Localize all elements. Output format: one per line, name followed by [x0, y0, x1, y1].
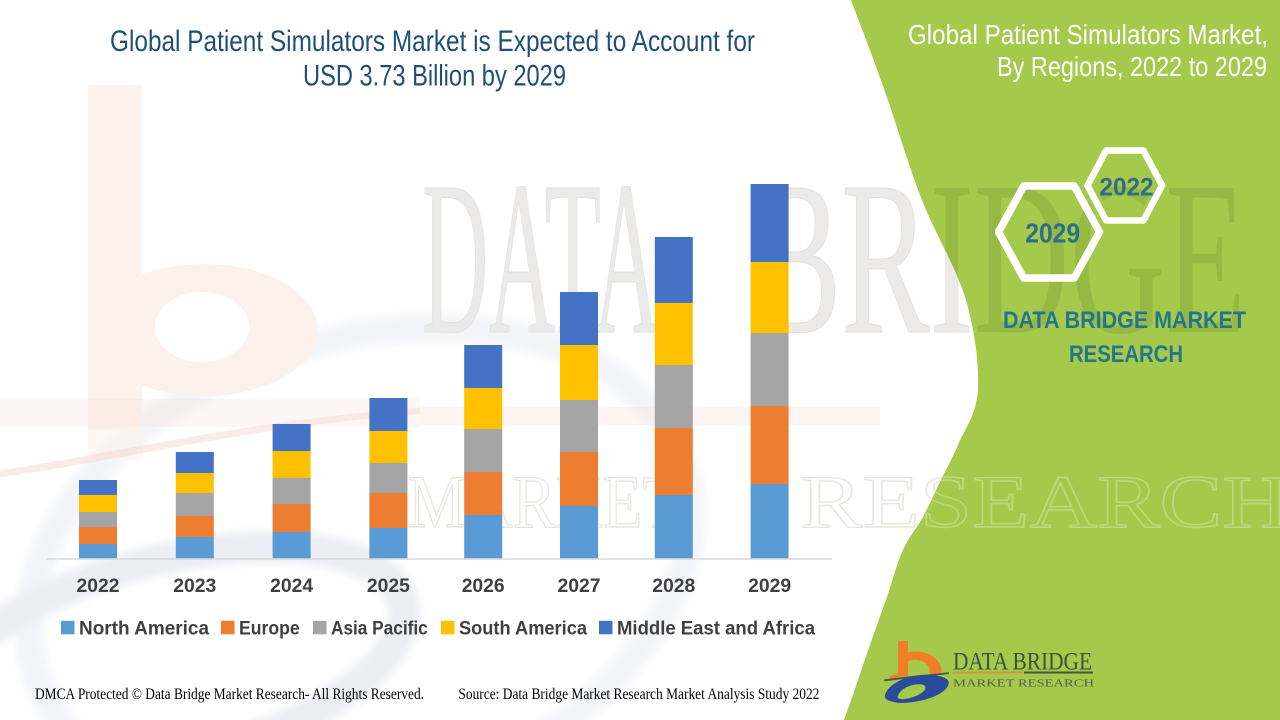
svg-text:DATA BRIDGE MARKET: DATA BRIDGE MARKET — [1003, 307, 1246, 334]
svg-text:North America: North America — [79, 619, 209, 640]
svg-text:DATA BRIDGE: DATA BRIDGE — [953, 649, 1092, 676]
svg-text:2023: 2023 — [173, 575, 216, 597]
svg-text:2027: 2027 — [558, 575, 601, 597]
svg-text:DMCA Protected © Data Bridge M: DMCA Protected © Data Bridge Market Rese… — [35, 686, 424, 703]
svg-text:2025: 2025 — [367, 575, 410, 597]
svg-text:2024: 2024 — [270, 575, 313, 597]
svg-text:Middle East and Africa: Middle East and Africa — [617, 619, 815, 640]
svg-text:USD 3.73 Billion by 2029: USD 3.73 Billion by 2029 — [303, 60, 566, 93]
svg-text:2028: 2028 — [652, 575, 695, 597]
svg-text:MARKET: MARKET — [408, 461, 682, 544]
svg-text:2029: 2029 — [1025, 218, 1080, 249]
svg-text:2026: 2026 — [462, 575, 505, 597]
svg-text:South America: South America — [459, 619, 587, 640]
svg-text:Asia Pacific: Asia Pacific — [331, 619, 428, 640]
svg-text:2022: 2022 — [77, 575, 120, 597]
svg-text:Global Patient Simulators Mark: Global Patient Simulators Market is Expe… — [110, 25, 755, 58]
svg-text:Global Patient Simulators Mark: Global Patient Simulators Market, — [908, 19, 1268, 50]
svg-text:Europe: Europe — [239, 619, 300, 640]
svg-text:Source: Data Bridge Market Res: Source: Data Bridge Market Research Mark… — [458, 686, 819, 703]
svg-text:MARKET RESEARCH: MARKET RESEARCH — [953, 679, 1094, 690]
svg-text:2029: 2029 — [748, 575, 791, 597]
svg-text:By Regions, 2022 to 2029: By Regions, 2022 to 2029 — [997, 51, 1267, 82]
svg-text:DATA: DATA — [422, 136, 660, 380]
svg-text:2022: 2022 — [1099, 175, 1153, 202]
svg-text:RESEARCH: RESEARCH — [1069, 341, 1183, 368]
